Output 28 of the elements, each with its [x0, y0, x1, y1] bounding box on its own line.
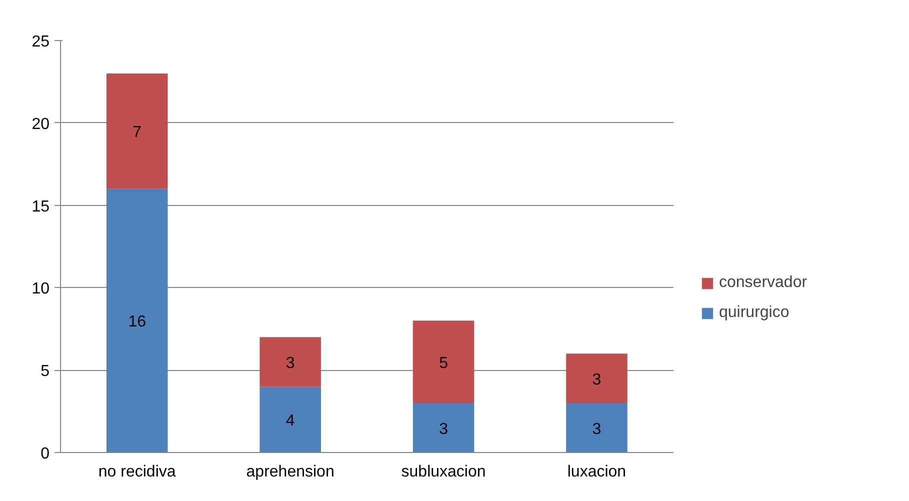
data-label: 3 — [592, 371, 602, 388]
data-label: 3 — [439, 420, 448, 438]
bar — [566, 354, 628, 404]
y-tick-label: 0 — [40, 446, 50, 462]
bar — [106, 73, 168, 189]
bar — [566, 403, 628, 452]
bar — [260, 337, 321, 387]
data-label: 4 — [286, 412, 295, 430]
x-tick-label: aprehension — [246, 464, 334, 480]
data-label: 5 — [439, 354, 448, 372]
legend-label: conservador — [719, 274, 808, 292]
data-label: 3 — [286, 354, 295, 372]
bar — [412, 403, 474, 452]
y-tick-label: 25 — [32, 34, 50, 50]
y-tick-label: 5 — [40, 363, 50, 380]
x-tick-label: luxacion — [567, 464, 626, 480]
bar — [412, 320, 474, 404]
y-tick-label: 15 — [32, 198, 50, 216]
y-tick-label: 20 — [32, 116, 50, 133]
data-label: 7 — [132, 124, 142, 142]
bar — [260, 386, 321, 452]
bar — [106, 188, 168, 452]
data-label: 3 — [592, 420, 602, 438]
y-tick-label: 10 — [32, 280, 50, 298]
x-tick-label: subluxacion — [401, 464, 486, 480]
x-tick-label: no recidiva — [98, 464, 176, 480]
legend-label: quirurgico — [719, 304, 790, 322]
data-label: 16 — [128, 314, 146, 331]
